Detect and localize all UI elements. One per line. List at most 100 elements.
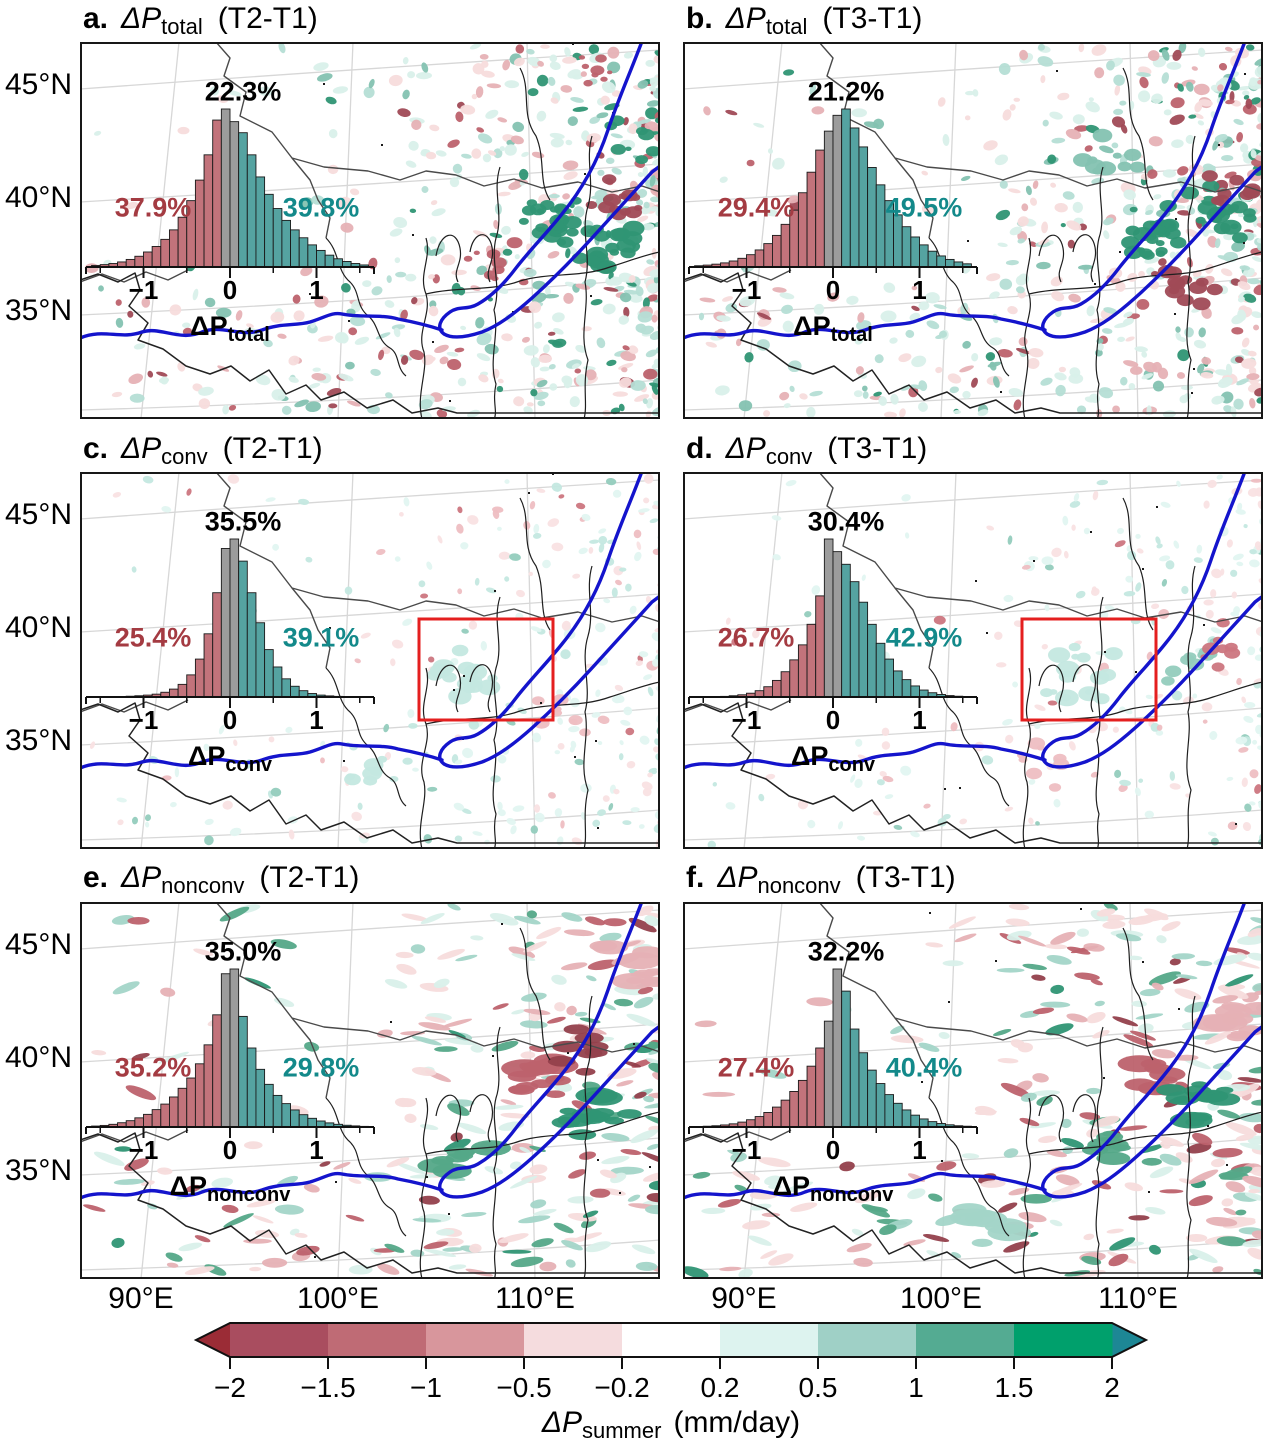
precip-anomaly-blob xyxy=(1003,1148,1019,1158)
stipple-dot xyxy=(492,1055,494,1057)
precip-anomaly-blob xyxy=(549,54,558,63)
precip-anomaly-blob xyxy=(584,369,597,381)
yellow-river xyxy=(438,902,660,1199)
hist-xaxis-label: ΔPtotal xyxy=(793,311,873,346)
precip-anomaly-blob xyxy=(428,656,435,663)
graticule-line xyxy=(683,49,1263,90)
precip-anomaly-blob xyxy=(1250,917,1263,925)
precip-anomaly-cluster xyxy=(545,1090,566,1098)
hist-xaxis-label: ΔPtotal xyxy=(190,311,270,346)
precip-anomaly-blob xyxy=(567,116,578,126)
hist-tick-label: −1 xyxy=(129,1135,159,1165)
precip-anomaly-cluster xyxy=(1224,1010,1245,1019)
precip-anomaly-blob xyxy=(789,385,795,393)
precip-anomaly-blob xyxy=(1068,741,1076,751)
precip-anomaly-blob xyxy=(1020,1194,1052,1204)
precip-anomaly-blob xyxy=(1045,1023,1074,1036)
precip-anomaly-blob xyxy=(1139,988,1161,997)
precip-anomaly-blob xyxy=(1131,1000,1147,1008)
precip-anomaly-blob xyxy=(961,1153,980,1159)
precip-anomaly-blob xyxy=(603,918,627,927)
precip-anomaly-blob xyxy=(472,63,485,75)
precip-anomaly-blob xyxy=(441,1018,473,1028)
precip-anomaly-blob xyxy=(1250,149,1257,159)
precip-anomaly-blob xyxy=(482,153,492,163)
stipple-dot xyxy=(584,173,586,175)
precip-anomaly-blob xyxy=(1060,222,1066,228)
precip-anomaly-blob xyxy=(767,148,774,154)
hist-xaxis-label: ΔPconv xyxy=(188,741,273,776)
precip-anomaly-blob xyxy=(1123,360,1139,367)
precip-anomaly-blob xyxy=(547,331,556,336)
province-boundary xyxy=(469,234,494,283)
lon-tick-90E: 90°E xyxy=(711,1282,777,1315)
colorbar-segment xyxy=(818,1323,917,1357)
precip-anomaly-blob xyxy=(950,722,958,732)
precip-anomaly-blob xyxy=(429,124,440,132)
province-boundary xyxy=(1072,664,1097,713)
precip-anomaly-blob xyxy=(875,526,883,533)
precip-anomaly-blob xyxy=(1002,109,1012,121)
precip-anomaly-blob xyxy=(799,393,808,400)
stipple-dot xyxy=(975,580,977,582)
precip-anomaly-cluster xyxy=(1230,200,1248,214)
precip-anomaly-blob xyxy=(1230,406,1237,418)
precip-anomaly-blob xyxy=(384,1243,405,1253)
precip-anomaly-blob xyxy=(1144,908,1169,921)
precip-anomaly-cluster xyxy=(1076,652,1091,663)
precip-anomaly-blob xyxy=(640,325,655,335)
precip-anomaly-blob xyxy=(1183,393,1192,400)
precip-anomaly-blob xyxy=(572,106,589,112)
precip-anomaly-blob xyxy=(115,317,124,328)
precip-anomaly-blob xyxy=(911,285,918,291)
precip-anomaly-blob xyxy=(1147,169,1158,179)
precip-anomaly-blob xyxy=(1236,561,1244,567)
precip-anomaly-blob xyxy=(1047,154,1057,164)
precip-anomaly-blob xyxy=(420,913,445,924)
precip-anomaly-blob xyxy=(580,71,587,77)
precip-anomaly-blob xyxy=(881,741,891,750)
precip-anomaly-blob xyxy=(960,302,969,315)
histogram-bar xyxy=(832,114,843,268)
precip-anomaly-blob xyxy=(602,303,616,315)
stipple-dot xyxy=(986,632,988,634)
colorbar-segment xyxy=(916,1323,1015,1357)
precip-anomaly-blob xyxy=(1029,197,1038,206)
precip-anomaly-cluster xyxy=(987,1224,1032,1242)
histogram-bar xyxy=(780,223,791,268)
precip-anomaly-blob xyxy=(1044,564,1054,571)
precip-anomaly-blob xyxy=(270,787,282,797)
precip-anomaly-blob xyxy=(560,962,588,971)
precip-anomaly-blob xyxy=(222,404,230,415)
lon-tick-110E: 110°E xyxy=(495,1282,575,1315)
precip-anomaly-cluster xyxy=(483,270,498,280)
precip-anomaly-blob xyxy=(899,408,906,418)
histogram-bar xyxy=(298,237,309,268)
precip-anomaly-blob xyxy=(1051,547,1062,558)
precip-anomaly-blob xyxy=(588,547,594,554)
precip-anomaly-blob xyxy=(1049,1219,1063,1227)
precip-anomaly-blob xyxy=(637,172,644,178)
precip-anomaly-blob xyxy=(410,944,426,954)
precip-anomaly-blob xyxy=(1169,771,1176,781)
precip-anomaly-blob xyxy=(1067,239,1075,249)
precip-anomaly-blob xyxy=(553,1222,574,1234)
precip-anomaly-blob xyxy=(411,296,418,305)
precip-anomaly-blob xyxy=(1090,771,1099,778)
precip-anomaly-cluster xyxy=(1164,266,1182,279)
histogram-bar xyxy=(246,154,257,268)
precip-anomaly-blob xyxy=(437,535,443,544)
panel-variable-sub: conv xyxy=(161,444,208,469)
region-boundary xyxy=(683,272,1263,414)
precip-anomaly-blob xyxy=(401,913,429,922)
histogram-bar xyxy=(849,127,860,268)
stipple-dot xyxy=(1000,391,1002,393)
precip-anomaly-blob xyxy=(742,1220,771,1230)
precip-anomaly-blob xyxy=(566,1005,577,1016)
precip-anomaly-blob xyxy=(725,617,731,625)
colorbar-unit: (mm/day) xyxy=(673,1406,801,1439)
stipple-dot xyxy=(1056,70,1058,72)
province-boundary xyxy=(583,135,593,419)
panel-letter: a. xyxy=(83,2,109,35)
